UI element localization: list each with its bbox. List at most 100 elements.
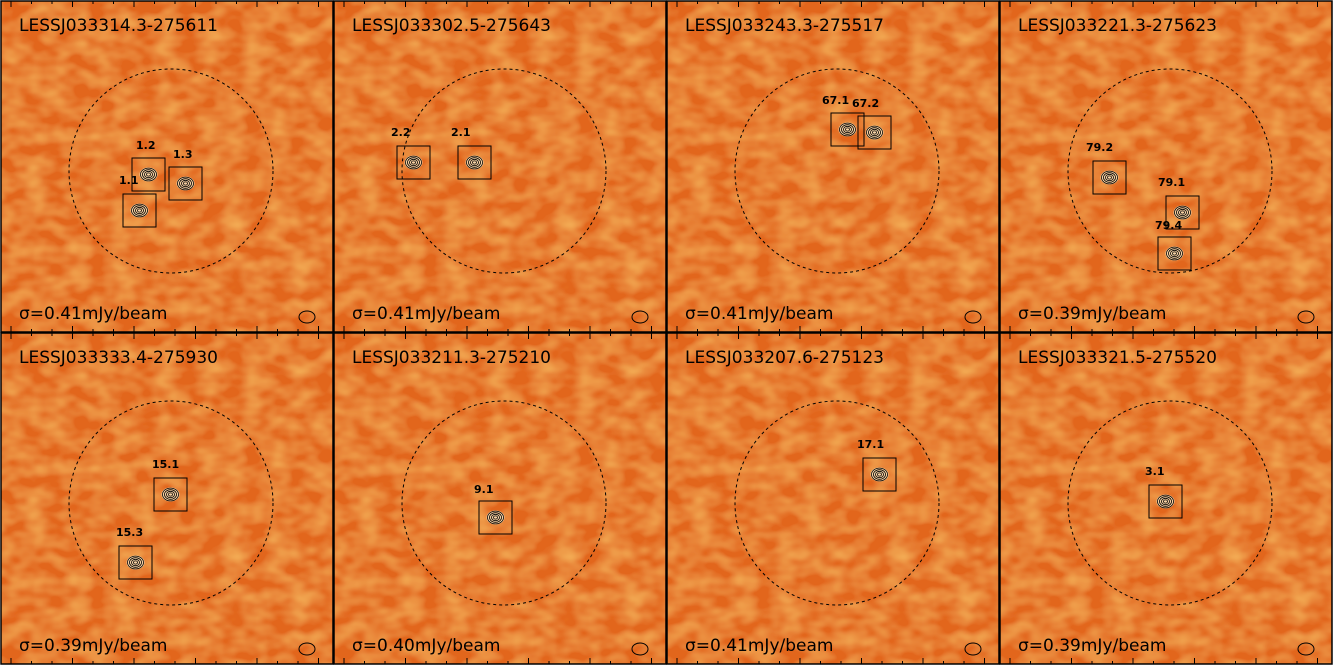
contour: [489, 512, 502, 523]
contour: [491, 513, 500, 522]
noise-label: σ=0.41mJy/beam: [685, 304, 833, 324]
source-label: 79.2: [1086, 141, 1113, 154]
contour: [875, 470, 884, 479]
source-label: 1.1: [119, 174, 139, 187]
panel-title: LESSJ033207.6-275123: [685, 348, 884, 368]
source-label: 15.1: [152, 458, 179, 471]
contour: [843, 125, 852, 134]
contour: [1178, 208, 1187, 217]
noise-label: σ=0.39mJy/beam: [1018, 304, 1166, 324]
source-label: 79.4: [1155, 219, 1182, 232]
noise-label: σ=0.41mJy/beam: [19, 304, 167, 324]
source-label: 1.2: [136, 139, 156, 152]
noise-label: σ=0.41mJy/beam: [352, 304, 500, 324]
contour: [1170, 249, 1179, 258]
noise-label: σ=0.39mJy/beam: [1018, 636, 1166, 656]
source-label: 2.1: [451, 126, 471, 139]
source-label: 3.1: [1145, 465, 1165, 478]
source-box: [830, 112, 865, 147]
contour: [493, 515, 498, 520]
primary-beam: [401, 400, 607, 606]
source-label: 67.1: [822, 94, 849, 107]
source-label: 2.2: [391, 126, 411, 139]
source-box: [457, 145, 492, 180]
panel-title: LESSJ033321.5-275520: [1018, 348, 1217, 368]
panel: 1.2 1.3 1.1 LESSJ033314.3-275611 σ=0.41mJy/b…: [0, 0, 334, 333]
panel-background: [334, 333, 666, 664]
panel-border: [333, 0, 667, 333]
panel-background: [667, 333, 999, 664]
noise-label: σ=0.39mJy/beam: [19, 636, 167, 656]
primary-beam: [734, 400, 940, 606]
contour: [468, 157, 481, 168]
beam: [964, 642, 982, 656]
source-box: [1157, 236, 1192, 271]
source-label: 17.1: [857, 438, 884, 451]
noise-label: σ=0.41mJy/beam: [685, 636, 833, 656]
primary-beam: [401, 68, 607, 274]
panel: 9.1 LESSJ033211.3-275210 σ=0.40mJy/beam: [333, 332, 667, 665]
contour: [137, 208, 142, 213]
contour: [409, 158, 418, 167]
contour: [407, 157, 420, 168]
panel-title: LESSJ033302.5-275643: [352, 16, 551, 36]
source-box: [1165, 195, 1200, 230]
contour: [129, 557, 142, 568]
source-label: 79.1: [1158, 176, 1185, 189]
contour: [142, 169, 155, 180]
contour: [146, 172, 151, 177]
contour: [133, 205, 146, 216]
panel: 17.1 LESSJ033207.6-275123 σ=0.41mJy/beam: [666, 332, 1000, 665]
contour: [1166, 246, 1183, 261]
contour: [868, 127, 881, 138]
contour: [877, 472, 882, 477]
contour: [871, 467, 888, 482]
contour: [166, 490, 175, 499]
contour: [140, 167, 157, 182]
panel-title: LESSJ033211.3-275210: [352, 348, 551, 368]
source-label: 9.1: [474, 483, 494, 496]
beam: [964, 310, 982, 324]
contour: [839, 122, 856, 137]
source-box: [153, 477, 188, 512]
panel: 79.2 79.1 79.4 LESSJ033221.3-275623 σ=0.39mJ…: [999, 0, 1333, 333]
contour: [845, 127, 850, 132]
contour: [1103, 172, 1116, 183]
panel-title: LESSJ033221.3-275623: [1018, 16, 1217, 36]
source-label: 15.3: [116, 526, 143, 539]
contour: [866, 125, 883, 140]
panel-border: [333, 332, 667, 665]
beam: [631, 642, 649, 656]
contour: [405, 155, 422, 170]
panel-background: [334, 1, 666, 332]
panel-border: [0, 0, 334, 333]
contour: [164, 489, 177, 500]
contour: [1101, 170, 1118, 185]
source-label: 1.3: [173, 148, 193, 161]
source-box: [396, 145, 431, 180]
contour: [131, 558, 140, 567]
panel-background: [667, 1, 999, 332]
primary-beam: [1067, 68, 1273, 274]
contour: [1172, 251, 1177, 256]
source-box: [1092, 160, 1127, 195]
panel-background: [1, 1, 333, 332]
contour: [1174, 205, 1191, 220]
contour: [183, 181, 188, 186]
contour: [131, 203, 148, 218]
contour: [1107, 175, 1112, 180]
beam: [1297, 642, 1315, 656]
beam: [1297, 310, 1315, 324]
source-box: [1148, 484, 1183, 519]
panel-border: [666, 0, 1000, 333]
noise-label: σ=0.40mJy/beam: [352, 636, 500, 656]
contour: [177, 176, 194, 191]
source-box: [862, 457, 897, 492]
panel-border: [999, 0, 1333, 333]
contour: [1159, 496, 1172, 507]
source-label: 67.2: [852, 97, 879, 110]
panel-background: [1000, 1, 1332, 332]
contour: [466, 155, 483, 170]
contour: [179, 178, 192, 189]
source-box: [857, 115, 892, 150]
